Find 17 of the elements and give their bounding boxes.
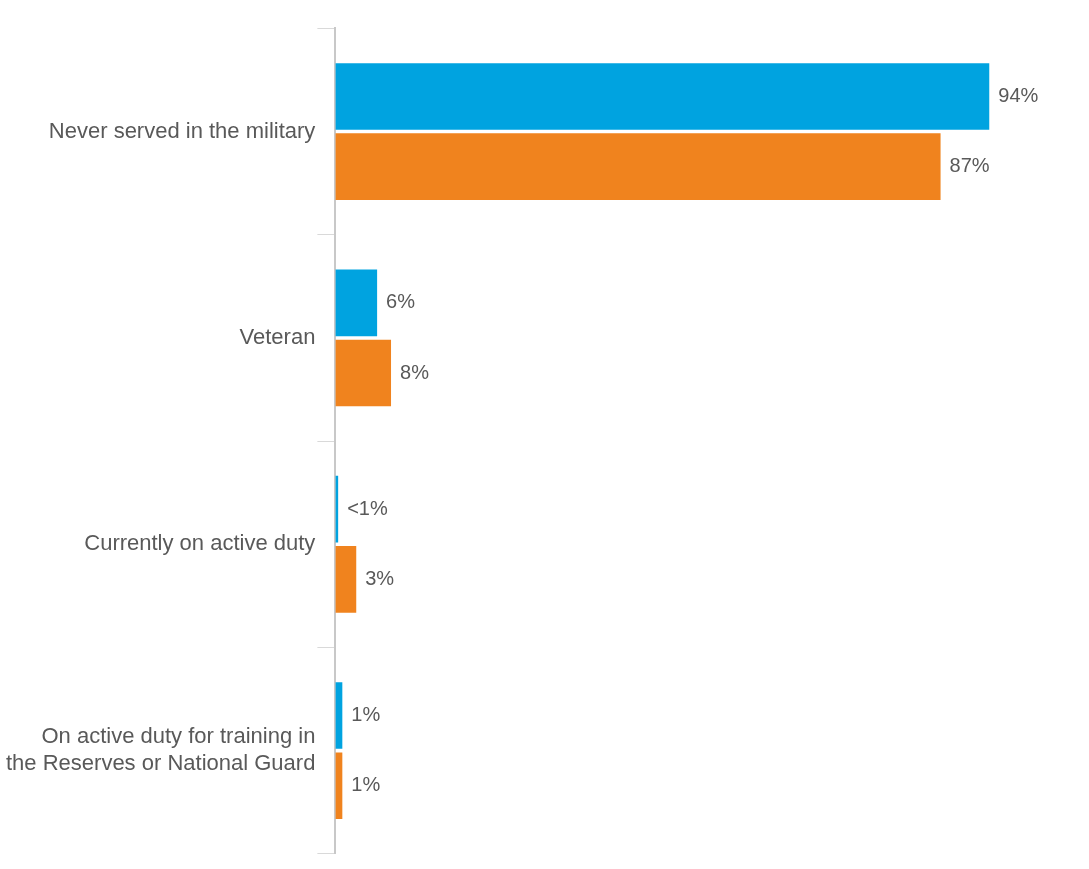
data-label: <1% [347,496,388,519]
y-tick-label: Veteran [239,323,316,349]
bar [335,546,357,613]
data-label: 3% [365,566,395,589]
y-tick-label: Never served in the military [48,117,316,143]
data-label: 87% [949,154,990,177]
bar [335,339,392,407]
bar [335,133,941,200]
data-label: 8% [400,360,430,383]
data-label: 6% [386,290,416,313]
bar [335,63,990,130]
data-label: 94% [998,84,1039,107]
y-tick-label: On active duty for training in the Reserves or National Guard [6,723,316,775]
data-label: 1% [351,773,381,796]
data-label: 1% [351,703,381,726]
y-tick-label: Currently on active duty [84,530,316,556]
bar [335,269,378,337]
